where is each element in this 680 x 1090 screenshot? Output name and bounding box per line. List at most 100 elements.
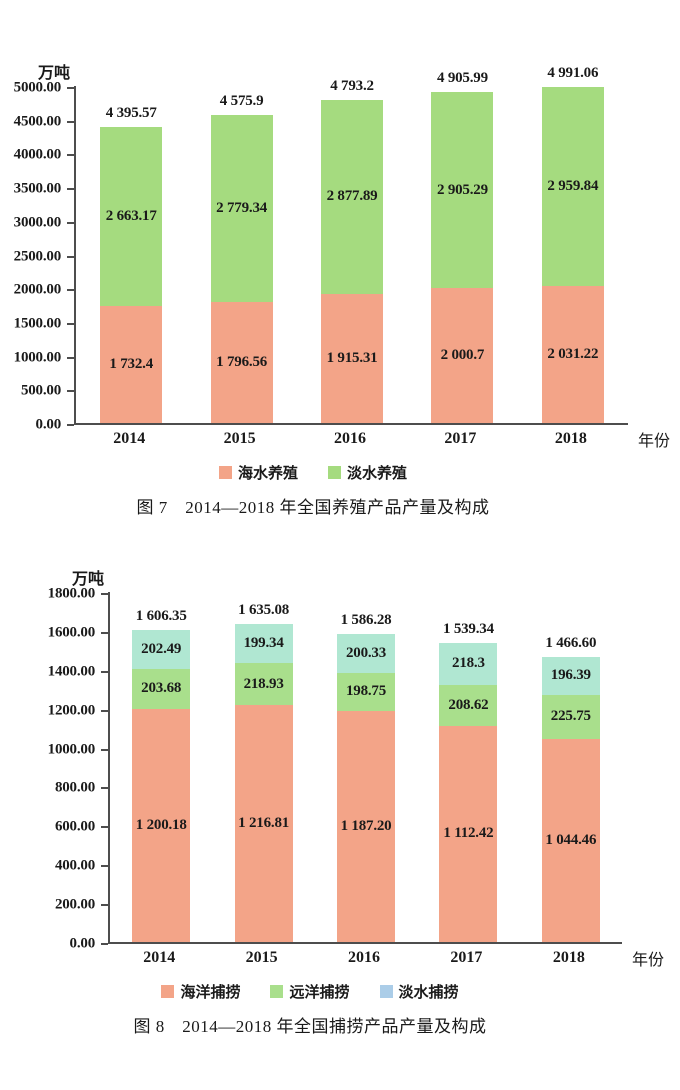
x-tick-label-2017: 2017 bbox=[450, 949, 483, 966]
y-axis-tick-label: 1500.00 bbox=[13, 315, 62, 332]
y-axis-tick-mark bbox=[101, 826, 108, 829]
bar-stack: 199.34 218.93 1 216.81 bbox=[234, 624, 293, 942]
bar-segment-label: 199.34 bbox=[243, 634, 284, 651]
legend-swatch-icon bbox=[218, 465, 232, 479]
y-axis-tick-mark bbox=[67, 356, 74, 359]
legend-item: 远洋捕捞 bbox=[270, 981, 350, 1002]
y-axis-tick-mark bbox=[67, 87, 74, 89]
x-tick-label-2016: 2016 bbox=[334, 430, 367, 447]
bar-segment: 1 796.56 bbox=[210, 301, 273, 423]
y-axis-tick-mark bbox=[101, 593, 108, 595]
bar-column-2017: 4 905.99 2 905.29 2 000.7 bbox=[407, 70, 517, 423]
bar-segment-label: 200.33 bbox=[345, 644, 387, 661]
y-axis-tick-label: 5000.00 bbox=[13, 79, 62, 96]
bar-segment: 2 031.22 bbox=[541, 286, 604, 423]
bar-column-2015: 1 635.08 199.34 218.93 1 216.81 bbox=[212, 592, 314, 942]
bar-stack: 200.33 198.75 1 187.20 bbox=[337, 633, 396, 942]
y-axis-tick-mark bbox=[67, 289, 74, 292]
bar-total-label: 4 395.57 bbox=[105, 104, 157, 121]
legend: 海水养殖 淡水养殖 bbox=[0, 462, 626, 482]
bar-segment-label: 2 031.22 bbox=[547, 346, 599, 363]
bar-total-label: 4 793.2 bbox=[330, 77, 374, 94]
legend-label: 淡水捕捞 bbox=[398, 984, 459, 1001]
y-axis-tick-label: 600.00 bbox=[54, 818, 95, 835]
bar-segment: 1 187.20 bbox=[337, 711, 396, 942]
figure-8-capture-chart: 万吨 1800.00 1600.00 1400.00 1200.00 1000.00 80… bbox=[0, 568, 680, 1037]
y-axis: 1800.00 1600.00 1400.00 1200.00 1000.00 800.0… bbox=[0, 586, 108, 952]
bar-segment: 200.33 bbox=[337, 633, 396, 673]
y-axis-tick-mark bbox=[67, 221, 74, 224]
y-axis-tick-label: 2000.00 bbox=[13, 281, 62, 298]
legend-swatch-icon bbox=[379, 984, 393, 998]
x-tick-label-2017: 2017 bbox=[444, 430, 477, 447]
bar-total-label: 1 635.08 bbox=[238, 602, 290, 619]
y-axis-tick-label: 4500.00 bbox=[13, 113, 62, 130]
y-axis-tick-mark bbox=[67, 120, 74, 123]
bar-total-label: 4 905.99 bbox=[436, 70, 488, 87]
bar-segment-label: 1 112.42 bbox=[443, 825, 494, 842]
bar-column-2016: 4 793.2 2 877.89 1 915.31 bbox=[297, 78, 407, 423]
plot-area: 4 395.57 2 663.17 1 732.4 4 575.9 2 779.34 1 … bbox=[74, 65, 628, 425]
bar-total-label: 4 991.06 bbox=[547, 64, 599, 81]
bar-column-2018: 1 466.60 196.39 225.75 1 044.46 bbox=[520, 592, 622, 942]
bar-column-2014: 4 395.57 2 663.17 1 732.4 bbox=[76, 86, 186, 423]
bar-segment: 1 112.42 bbox=[439, 725, 498, 942]
y-axis-tick-mark bbox=[67, 188, 74, 191]
y-axis-unit-label: 万吨 bbox=[37, 65, 70, 82]
bar-segment-label: 202.49 bbox=[141, 640, 182, 657]
y-axis-tick-mark bbox=[101, 631, 108, 634]
bar-segment-label: 1 044.46 bbox=[545, 831, 597, 848]
bar-total-label: 1 606.35 bbox=[135, 607, 187, 624]
bar-stack: 2 779.34 1 796.56 bbox=[210, 114, 273, 423]
bar-segment: 1 044.46 bbox=[541, 738, 600, 942]
bar-column-2017: 1 539.34 218.3 208.62 1 112.42 bbox=[417, 592, 519, 942]
bar-segment-label: 1 796.56 bbox=[216, 353, 268, 370]
bar-segment: 196.39 bbox=[541, 656, 600, 696]
legend: 海洋捕捞 远洋捕捞 淡水捕捞 bbox=[0, 981, 620, 1001]
legend-item: 淡水养殖 bbox=[328, 462, 407, 483]
y-axis-tick-label: 1000.00 bbox=[13, 349, 62, 366]
y-axis: 5000.00 4500.00 4000.00 3500.00 3000.00 2500.… bbox=[0, 80, 74, 433]
y-axis-tick-mark bbox=[101, 748, 108, 751]
bars-container: 4 395.57 2 663.17 1 732.4 4 575.9 2 779.34 1 … bbox=[76, 65, 628, 423]
bar-segment-label: 203.68 bbox=[141, 680, 182, 697]
y-axis-tick-label: 2500.00 bbox=[13, 248, 62, 264]
bar-segment-label: 198.75 bbox=[345, 683, 387, 700]
y-axis-tick-label: 200.00 bbox=[54, 896, 95, 913]
bar-total-label: 4 575.9 bbox=[219, 92, 264, 109]
x-axis-labels: 2014 2015 2016 2017 2018 bbox=[108, 949, 620, 971]
legend-swatch-icon bbox=[328, 465, 341, 479]
legend-item: 海洋捕捞 bbox=[161, 981, 240, 1002]
bar-segment-label: 225.75 bbox=[550, 708, 591, 725]
y-axis-unit-label: 万吨 bbox=[71, 571, 104, 588]
x-tick-label-2018: 2018 bbox=[552, 949, 585, 966]
bar-segment: 1 732.4 bbox=[100, 306, 163, 423]
y-axis-tick-label: 1800.00 bbox=[47, 585, 96, 602]
y-axis-tick-label: 3000.00 bbox=[13, 214, 62, 231]
y-axis-tick-label: 1200.00 bbox=[47, 702, 96, 719]
y-axis-tick-mark bbox=[67, 322, 74, 325]
y-axis-tick-label: 1400.00 bbox=[47, 663, 96, 680]
bar-segment-label: 208.62 bbox=[448, 696, 489, 713]
legend-item: 淡水捕捞 bbox=[379, 981, 459, 1002]
x-tick-label-2015: 2015 bbox=[245, 949, 278, 966]
y-axis-tick-mark bbox=[101, 904, 108, 907]
bar-segment: 199.34 bbox=[234, 624, 293, 663]
y-axis-tick-label: 0.00 bbox=[69, 935, 96, 952]
y-axis-tick-mark bbox=[67, 255, 74, 258]
legend-swatch-icon bbox=[270, 984, 284, 998]
bar-segment: 2 877.89 bbox=[321, 99, 384, 294]
x-tick-label-2016: 2016 bbox=[348, 949, 381, 966]
y-axis-tick-label: 0.00 bbox=[35, 416, 62, 433]
x-tick-label-2018: 2018 bbox=[554, 430, 587, 447]
bar-segment: 2 779.34 bbox=[210, 114, 273, 302]
y-axis-tick-label: 4000.00 bbox=[13, 146, 62, 163]
bar-segment: 198.75 bbox=[337, 672, 396, 712]
y-axis-tick-mark bbox=[101, 943, 108, 945]
legend-label: 远洋捕捞 bbox=[289, 984, 350, 1001]
bars-container: 1 606.35 202.49 203.68 1 200.18 1 635.08 199.… bbox=[110, 592, 622, 942]
x-axis-labels: 2014 2015 2016 2017 2018 bbox=[74, 430, 626, 452]
bar-segment-label: 1 187.20 bbox=[340, 818, 392, 835]
x-tick-label-2015: 2015 bbox=[223, 430, 256, 447]
bar-segment: 218.3 bbox=[439, 642, 498, 686]
